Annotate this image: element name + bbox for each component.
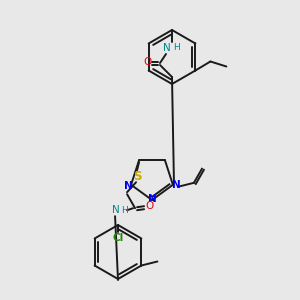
- Text: N: N: [124, 181, 133, 191]
- Text: O: O: [145, 201, 153, 211]
- Text: N: N: [163, 43, 171, 53]
- Text: H: H: [172, 44, 179, 52]
- Text: N: N: [112, 205, 120, 215]
- Text: N: N: [148, 194, 156, 204]
- Text: S: S: [133, 170, 141, 183]
- Text: Cl: Cl: [112, 233, 124, 243]
- Text: O: O: [143, 57, 151, 67]
- Text: N: N: [172, 180, 180, 190]
- Text: H: H: [121, 206, 128, 215]
